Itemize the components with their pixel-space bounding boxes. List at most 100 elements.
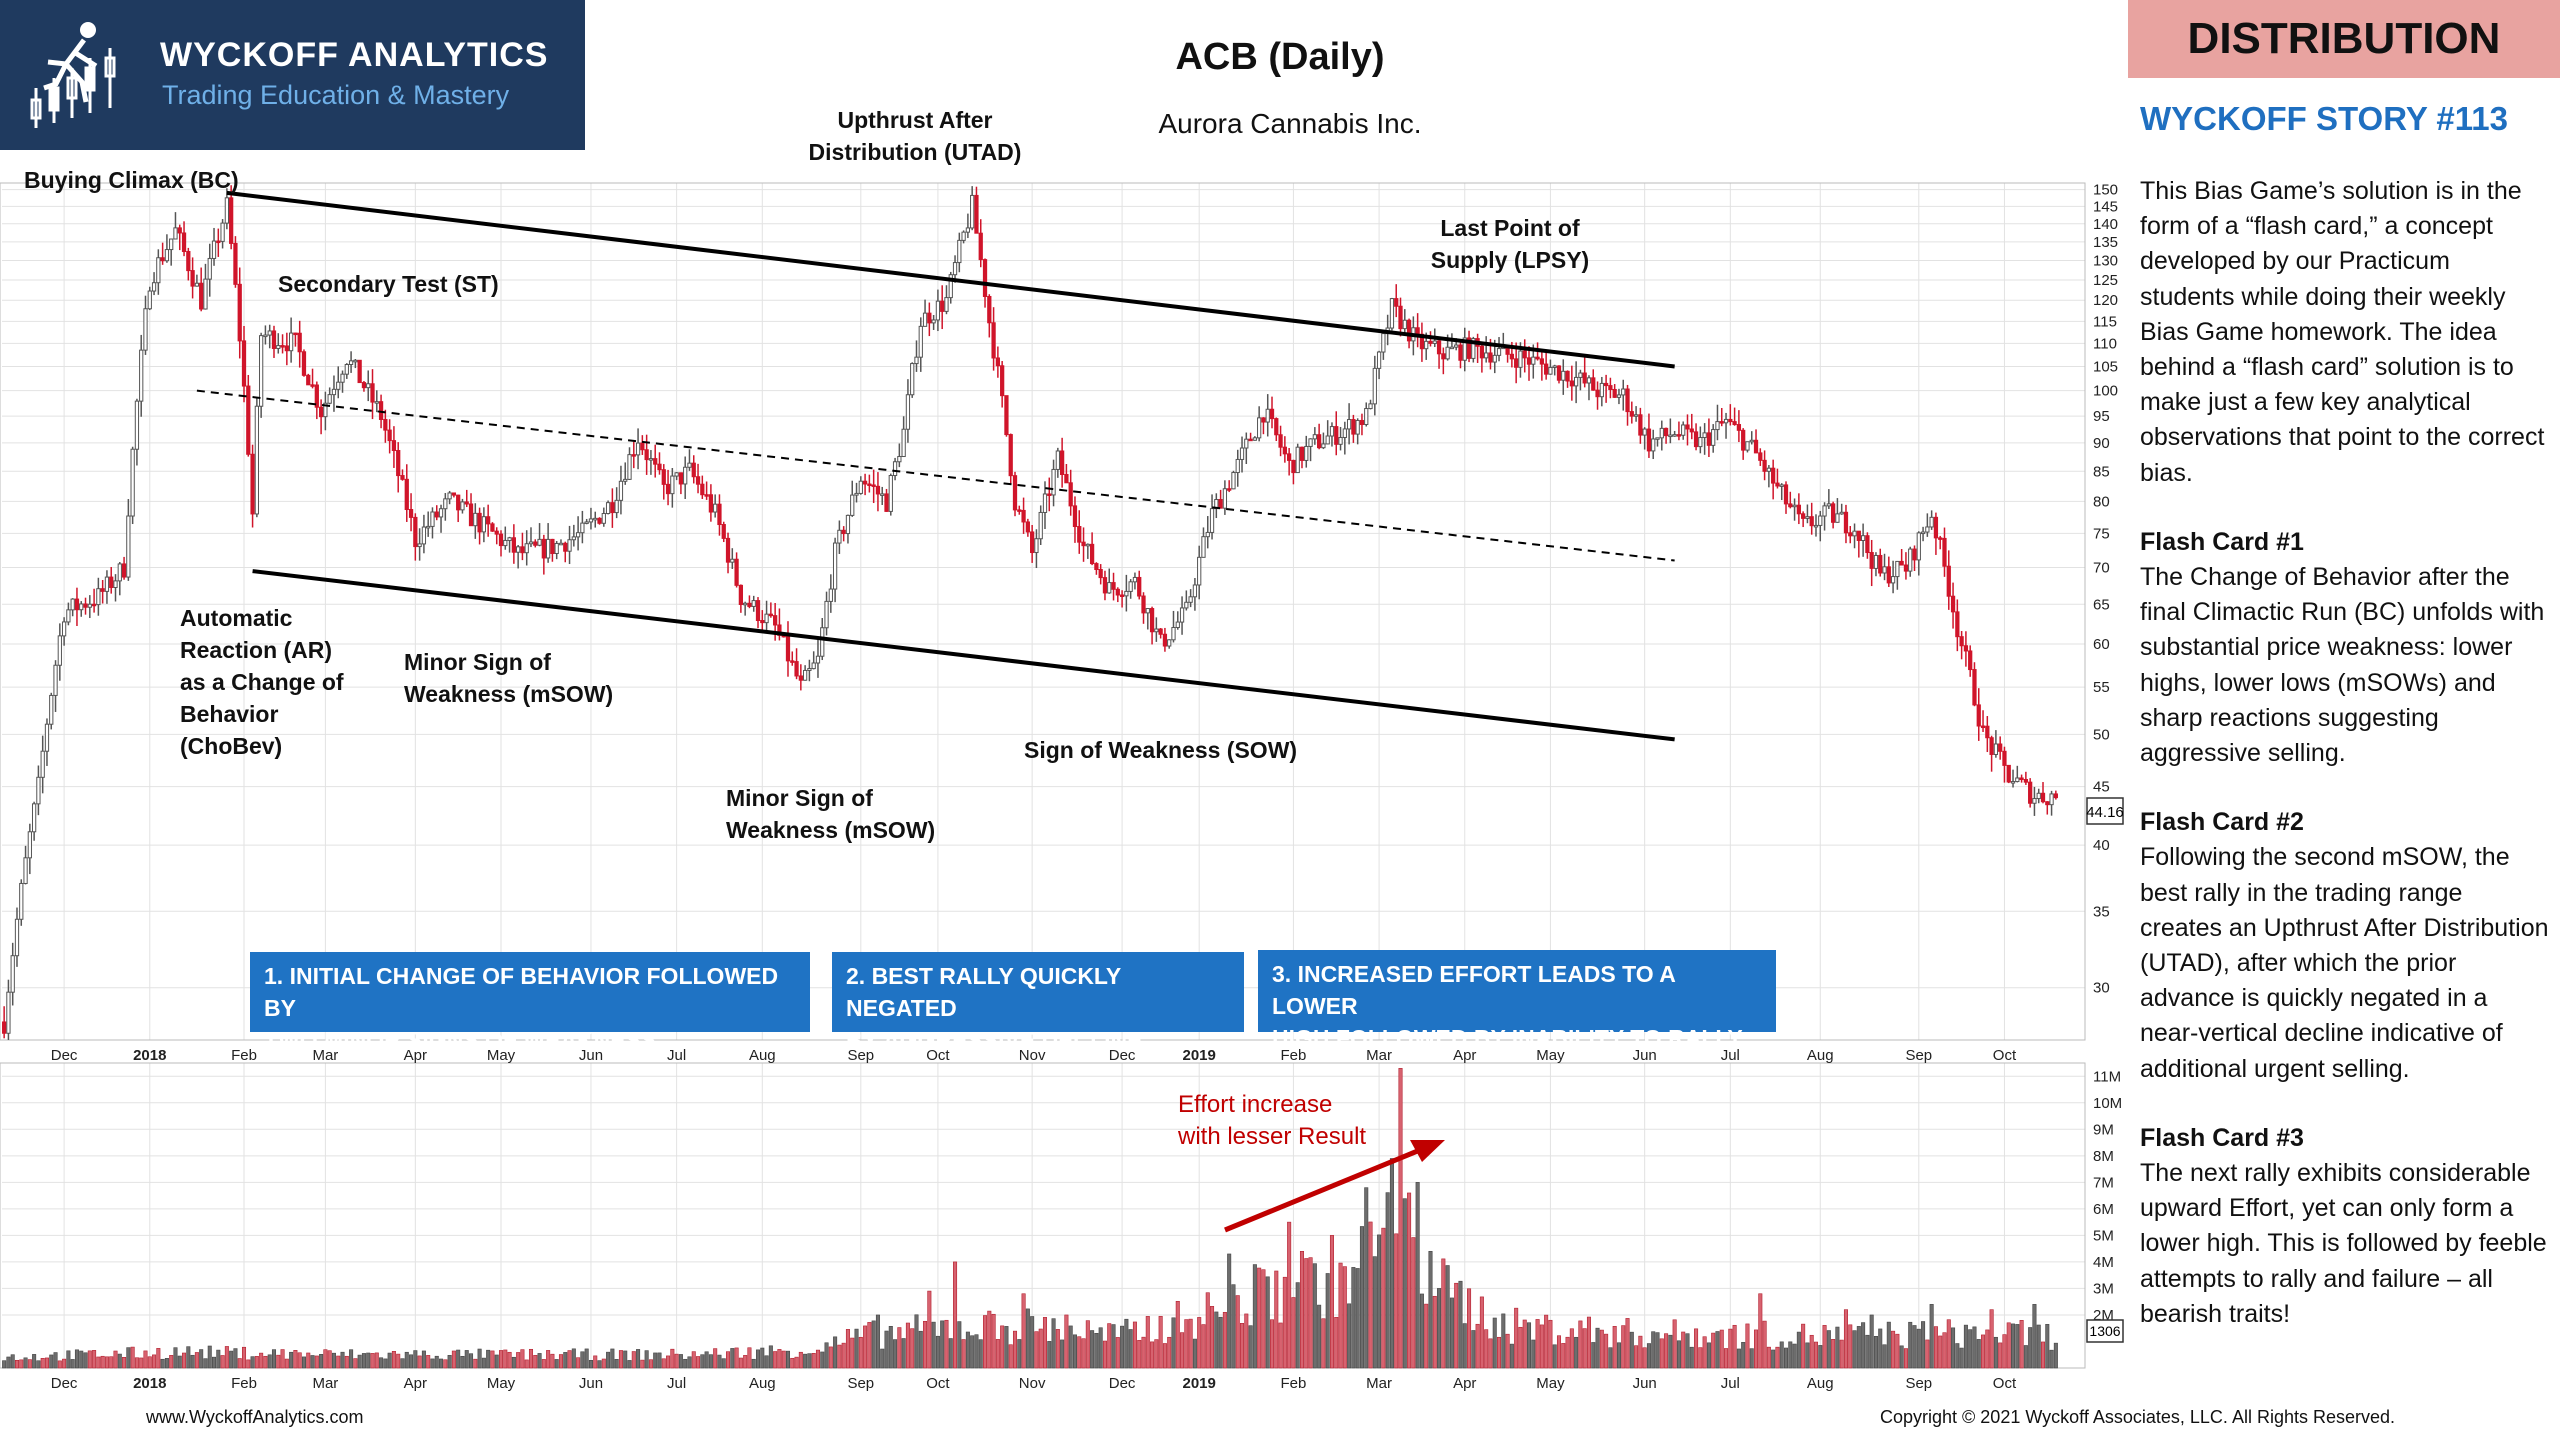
price-candle bbox=[1822, 502, 1827, 531]
flash-card-3: Flash Card #3 The next rally exhibits con… bbox=[2140, 1121, 2550, 1332]
candle-body bbox=[1244, 438, 1249, 449]
price-candle bbox=[1681, 421, 1686, 440]
logo-banner: WYCKOFF ANALYTICS Trading Education & Ma… bbox=[0, 0, 585, 150]
price-candle bbox=[1304, 435, 1309, 468]
candle-body bbox=[147, 290, 152, 310]
candle-body bbox=[36, 776, 41, 805]
volume-bar bbox=[618, 1350, 623, 1369]
candle-body bbox=[1514, 358, 1519, 368]
candle-body bbox=[1702, 432, 1707, 439]
volume-bar bbox=[1646, 1343, 1651, 1369]
phase-line: 3. INCREASED EFFORT LEADS TO A LOWER bbox=[1272, 961, 1675, 1019]
volume-bar bbox=[126, 1347, 131, 1369]
price-candle bbox=[1929, 510, 1934, 530]
candle-body bbox=[1175, 621, 1180, 629]
candle-body bbox=[815, 655, 821, 664]
volume-label-box: 1306 bbox=[2086, 1319, 2124, 1343]
price-candle bbox=[1633, 406, 1639, 422]
candle-body bbox=[79, 603, 84, 611]
price-candle bbox=[520, 532, 525, 561]
candle-body bbox=[190, 270, 195, 287]
price-candle bbox=[1668, 418, 1673, 444]
candle-body bbox=[130, 448, 135, 517]
volume-bar bbox=[1685, 1333, 1690, 1369]
volume-bar bbox=[1625, 1318, 1630, 1369]
price-candle bbox=[1950, 582, 1956, 629]
price-candle bbox=[905, 379, 911, 443]
x-tick-label: Sep bbox=[1905, 1047, 1932, 1064]
price-candle bbox=[815, 639, 821, 678]
sidebar-intro: This Bias Game’s solution is in the form… bbox=[2140, 177, 2545, 487]
volume-bar bbox=[1261, 1269, 1266, 1369]
candle-body bbox=[1231, 472, 1236, 490]
phase-line: HIGH FOLLOWED BY INABILITY TO RALLY bbox=[1272, 1025, 1743, 1051]
price-candle bbox=[117, 562, 122, 596]
price-candle bbox=[91, 588, 97, 613]
annotation-line: as a Change of bbox=[180, 669, 344, 695]
price-candle bbox=[1582, 356, 1587, 388]
volume-bar bbox=[1210, 1306, 1215, 1369]
volume-bar bbox=[1222, 1311, 1227, 1369]
volume-bar bbox=[931, 1321, 936, 1369]
price-candle bbox=[1047, 477, 1052, 512]
candle-body bbox=[27, 831, 32, 859]
volume-bar bbox=[858, 1336, 863, 1369]
phase-line: BY AGGRESSIVE DECLINE bbox=[846, 1027, 1143, 1053]
price-candle bbox=[1544, 351, 1549, 380]
x-tick-label: Aug bbox=[1807, 1375, 1834, 1392]
volume-bar bbox=[1351, 1267, 1356, 1369]
volume-bar bbox=[953, 1261, 958, 1369]
volume-bar bbox=[785, 1350, 791, 1369]
candle-body bbox=[922, 312, 928, 327]
price-candle bbox=[1034, 529, 1039, 569]
candle-body bbox=[1938, 537, 1943, 540]
volume-bar bbox=[1724, 1348, 1729, 1369]
candle-body bbox=[580, 522, 585, 534]
volume-bar bbox=[1736, 1348, 1741, 1369]
volume-bar bbox=[721, 1358, 726, 1369]
price-tick-label: 135 bbox=[2093, 234, 2118, 251]
candle-body bbox=[1492, 354, 1497, 363]
volume-bar bbox=[708, 1354, 713, 1369]
price-candle bbox=[940, 285, 945, 330]
price-candle bbox=[468, 493, 474, 527]
price-candle bbox=[1175, 611, 1180, 630]
volume-bar bbox=[1111, 1324, 1116, 1369]
candle-body bbox=[391, 440, 397, 451]
price-candle bbox=[1261, 417, 1266, 435]
candle-body bbox=[520, 546, 525, 554]
volume-bar bbox=[850, 1337, 855, 1369]
candle-body bbox=[751, 600, 756, 607]
price-candle bbox=[1064, 463, 1069, 484]
candle-body bbox=[83, 603, 88, 608]
candle-body bbox=[1334, 426, 1339, 445]
volume-bar bbox=[1145, 1316, 1150, 1369]
candle-body bbox=[935, 300, 941, 321]
volume-bar bbox=[1492, 1317, 1497, 1369]
price-candle bbox=[1368, 399, 1373, 410]
volume-bar bbox=[811, 1353, 816, 1369]
volume-bar bbox=[1535, 1319, 1540, 1369]
price-candle bbox=[1077, 510, 1082, 554]
volume-bar bbox=[164, 1358, 169, 1369]
candle-body bbox=[70, 598, 75, 611]
price-candle bbox=[1976, 688, 1981, 741]
price-candle bbox=[1920, 526, 1926, 542]
volume-bar bbox=[57, 1360, 62, 1369]
price-candle bbox=[978, 219, 983, 268]
volume-bar bbox=[456, 1349, 461, 1369]
price-candle bbox=[747, 595, 752, 609]
candle-body bbox=[1261, 417, 1266, 423]
price-candle bbox=[790, 651, 795, 666]
candle-body bbox=[1993, 743, 1999, 755]
volume-bar bbox=[567, 1350, 572, 1369]
candle-body bbox=[614, 499, 619, 514]
candle-body bbox=[687, 462, 692, 468]
candle-body bbox=[434, 511, 439, 518]
price-candle bbox=[713, 494, 718, 518]
volume-bar bbox=[426, 1355, 431, 1369]
volume-bar bbox=[212, 1356, 217, 1369]
price-candle bbox=[1573, 361, 1579, 404]
volume-bar bbox=[734, 1347, 739, 1369]
price-candle bbox=[1899, 549, 1904, 566]
